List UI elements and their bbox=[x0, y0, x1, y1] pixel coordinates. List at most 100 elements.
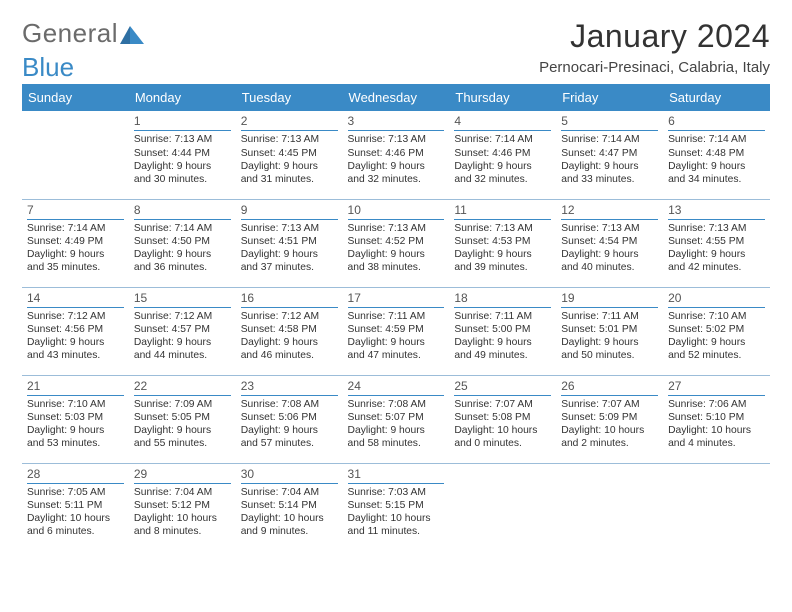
day-text: Sunrise: 7:13 AM Sunset: 4:54 PM Dayligh… bbox=[561, 222, 658, 275]
calendar-week-row: 21 Sunrise: 7:10 AM Sunset: 5:03 PM Dayli… bbox=[22, 375, 770, 463]
calendar-day-cell: 1Sunrise: 7:13 AM Sunset: 4:44 PM Daylig… bbox=[129, 111, 236, 199]
day-number: 21 bbox=[27, 379, 124, 396]
day-text: Sunrise: 7:13 AM Sunset: 4:53 PM Dayligh… bbox=[454, 222, 551, 275]
calendar-day-cell: 25 Sunrise: 7:07 AM Sunset: 5:08 PM Dayli… bbox=[449, 375, 556, 463]
day-number: 8 bbox=[134, 203, 231, 220]
calendar-day-cell: 8 Sunrise: 7:14 AM Sunset: 4:50 PM Daylig… bbox=[129, 199, 236, 287]
weekday-header: Wednesday bbox=[343, 84, 450, 111]
day-number: 23 bbox=[241, 379, 338, 396]
day-number: 28 bbox=[27, 467, 124, 484]
calendar-day-cell: 13 Sunrise: 7:13 AM Sunset: 4:55 PM Dayli… bbox=[663, 199, 770, 287]
calendar-table: SundayMondayTuesdayWednesdayThursdayFrid… bbox=[22, 84, 770, 551]
day-number: 13 bbox=[668, 203, 765, 220]
day-number: 31 bbox=[348, 467, 445, 484]
calendar-day-cell: 14 Sunrise: 7:12 AM Sunset: 4:56 PM Dayli… bbox=[22, 287, 129, 375]
day-number: 6 bbox=[668, 114, 765, 131]
day-text: Sunrise: 7:07 AM Sunset: 5:09 PM Dayligh… bbox=[561, 398, 658, 451]
day-text: Sunrise: 7:13 AM Sunset: 4:45 PM Dayligh… bbox=[241, 133, 338, 186]
calendar-day-cell: 21 Sunrise: 7:10 AM Sunset: 5:03 PM Dayli… bbox=[22, 375, 129, 463]
calendar-day-cell: 19Sunrise: 7:11 AM Sunset: 5:01 PM Dayli… bbox=[556, 287, 663, 375]
day-number: 14 bbox=[27, 291, 124, 308]
day-number: 16 bbox=[241, 291, 338, 308]
calendar-day-cell: 18Sunrise: 7:11 AM Sunset: 5:00 PM Dayli… bbox=[449, 287, 556, 375]
calendar-empty-cell bbox=[556, 463, 663, 551]
day-text: Sunrise: 7:11 AM Sunset: 5:00 PM Dayligh… bbox=[454, 310, 551, 363]
calendar-day-cell: 16Sunrise: 7:12 AM Sunset: 4:58 PM Dayli… bbox=[236, 287, 343, 375]
day-text: Sunrise: 7:14 AM Sunset: 4:48 PM Dayligh… bbox=[668, 133, 765, 186]
day-number: 26 bbox=[561, 379, 658, 396]
header: General January 2024 Pernocari-Presinaci… bbox=[22, 18, 770, 76]
weekday-header: Sunday bbox=[22, 84, 129, 111]
day-number: 20 bbox=[668, 291, 765, 308]
calendar-day-cell: 29 Sunrise: 7:04 AM Sunset: 5:12 PM Dayli… bbox=[129, 463, 236, 551]
brand-part2: Blue bbox=[22, 52, 74, 83]
day-text: Sunrise: 7:04 AM Sunset: 5:12 PM Dayligh… bbox=[134, 486, 231, 539]
calendar-day-cell: 15Sunrise: 7:12 AM Sunset: 4:57 PM Dayli… bbox=[129, 287, 236, 375]
day-text: Sunrise: 7:04 AM Sunset: 5:14 PM Dayligh… bbox=[241, 486, 338, 539]
calendar-day-cell: 10 Sunrise: 7:13 AM Sunset: 4:52 PM Dayli… bbox=[343, 199, 450, 287]
day-text: Sunrise: 7:14 AM Sunset: 4:50 PM Dayligh… bbox=[134, 222, 231, 275]
page-title: January 2024 bbox=[539, 18, 770, 55]
day-number: 27 bbox=[668, 379, 765, 396]
day-text: Sunrise: 7:11 AM Sunset: 4:59 PM Dayligh… bbox=[348, 310, 445, 363]
day-text: Sunrise: 7:13 AM Sunset: 4:51 PM Dayligh… bbox=[241, 222, 338, 275]
day-number: 15 bbox=[134, 291, 231, 308]
weekday-header: Saturday bbox=[663, 84, 770, 111]
day-number: 29 bbox=[134, 467, 231, 484]
day-text: Sunrise: 7:14 AM Sunset: 4:47 PM Dayligh… bbox=[561, 133, 658, 186]
calendar-day-cell: 23 Sunrise: 7:08 AM Sunset: 5:06 PM Dayli… bbox=[236, 375, 343, 463]
calendar-day-cell: 5 Sunrise: 7:14 AM Sunset: 4:47 PM Daylig… bbox=[556, 111, 663, 199]
day-number: 17 bbox=[348, 291, 445, 308]
day-text: Sunrise: 7:03 AM Sunset: 5:15 PM Dayligh… bbox=[348, 486, 445, 539]
title-block: January 2024 Pernocari-Presinaci, Calabr… bbox=[539, 18, 770, 76]
day-text: Sunrise: 7:09 AM Sunset: 5:05 PM Dayligh… bbox=[134, 398, 231, 451]
day-text: Sunrise: 7:13 AM Sunset: 4:46 PM Dayligh… bbox=[348, 133, 445, 186]
calendar-day-cell: 4 Sunrise: 7:14 AM Sunset: 4:46 PM Daylig… bbox=[449, 111, 556, 199]
day-text: Sunrise: 7:08 AM Sunset: 5:07 PM Dayligh… bbox=[348, 398, 445, 451]
day-text: Sunrise: 7:14 AM Sunset: 4:46 PM Dayligh… bbox=[454, 133, 551, 186]
calendar-day-cell: 9 Sunrise: 7:13 AM Sunset: 4:51 PM Daylig… bbox=[236, 199, 343, 287]
calendar-day-cell: 2 Sunrise: 7:13 AM Sunset: 4:45 PM Daylig… bbox=[236, 111, 343, 199]
day-number: 11 bbox=[454, 203, 551, 220]
day-text: Sunrise: 7:10 AM Sunset: 5:03 PM Dayligh… bbox=[27, 398, 124, 451]
calendar-day-cell: 27 Sunrise: 7:06 AM Sunset: 5:10 PM Dayli… bbox=[663, 375, 770, 463]
calendar-week-row: 7Sunrise: 7:14 AM Sunset: 4:49 PM Daylig… bbox=[22, 199, 770, 287]
day-number: 1 bbox=[134, 114, 231, 131]
calendar-day-cell: 30 Sunrise: 7:04 AM Sunset: 5:14 PM Dayli… bbox=[236, 463, 343, 551]
day-number: 30 bbox=[241, 467, 338, 484]
day-text: Sunrise: 7:07 AM Sunset: 5:08 PM Dayligh… bbox=[454, 398, 551, 451]
day-number: 4 bbox=[454, 114, 551, 131]
day-number: 9 bbox=[241, 203, 338, 220]
calendar-head: SundayMondayTuesdayWednesdayThursdayFrid… bbox=[22, 84, 770, 111]
calendar-day-cell: 11 Sunrise: 7:13 AM Sunset: 4:53 PM Dayli… bbox=[449, 199, 556, 287]
calendar-week-row: 14 Sunrise: 7:12 AM Sunset: 4:56 PM Dayli… bbox=[22, 287, 770, 375]
calendar-day-cell: 31 Sunrise: 7:03 AM Sunset: 5:15 PM Dayli… bbox=[343, 463, 450, 551]
calendar-week-row: 28Sunrise: 7:05 AM Sunset: 5:11 PM Dayli… bbox=[22, 463, 770, 551]
weekday-header: Friday bbox=[556, 84, 663, 111]
day-number: 10 bbox=[348, 203, 445, 220]
day-number: 5 bbox=[561, 114, 658, 131]
calendar-day-cell: 17 Sunrise: 7:11 AM Sunset: 4:59 PM Dayli… bbox=[343, 287, 450, 375]
calendar-empty-cell bbox=[449, 463, 556, 551]
day-number: 2 bbox=[241, 114, 338, 131]
weekday-header: Monday bbox=[129, 84, 236, 111]
calendar-body: 1Sunrise: 7:13 AM Sunset: 4:44 PM Daylig… bbox=[22, 111, 770, 551]
day-text: Sunrise: 7:10 AM Sunset: 5:02 PM Dayligh… bbox=[668, 310, 765, 363]
day-text: Sunrise: 7:12 AM Sunset: 4:56 PM Dayligh… bbox=[27, 310, 124, 363]
day-text: Sunrise: 7:13 AM Sunset: 4:55 PM Dayligh… bbox=[668, 222, 765, 275]
day-number: 19 bbox=[561, 291, 658, 308]
calendar-day-cell: 20 Sunrise: 7:10 AM Sunset: 5:02 PM Dayli… bbox=[663, 287, 770, 375]
day-text: Sunrise: 7:08 AM Sunset: 5:06 PM Dayligh… bbox=[241, 398, 338, 451]
calendar-day-cell: 3Sunrise: 7:13 AM Sunset: 4:46 PM Daylig… bbox=[343, 111, 450, 199]
calendar-day-cell: 26 Sunrise: 7:07 AM Sunset: 5:09 PM Dayli… bbox=[556, 375, 663, 463]
day-number: 25 bbox=[454, 379, 551, 396]
day-number: 12 bbox=[561, 203, 658, 220]
day-text: Sunrise: 7:06 AM Sunset: 5:10 PM Dayligh… bbox=[668, 398, 765, 451]
weekday-row: SundayMondayTuesdayWednesdayThursdayFrid… bbox=[22, 84, 770, 111]
page-subtitle: Pernocari-Presinaci, Calabria, Italy bbox=[539, 59, 770, 76]
calendar-day-cell: 22Sunrise: 7:09 AM Sunset: 5:05 PM Dayli… bbox=[129, 375, 236, 463]
day-text: Sunrise: 7:13 AM Sunset: 4:52 PM Dayligh… bbox=[348, 222, 445, 275]
calendar-empty-cell bbox=[22, 111, 129, 199]
calendar-day-cell: 7Sunrise: 7:14 AM Sunset: 4:49 PM Daylig… bbox=[22, 199, 129, 287]
brand-part1: General bbox=[22, 18, 118, 49]
